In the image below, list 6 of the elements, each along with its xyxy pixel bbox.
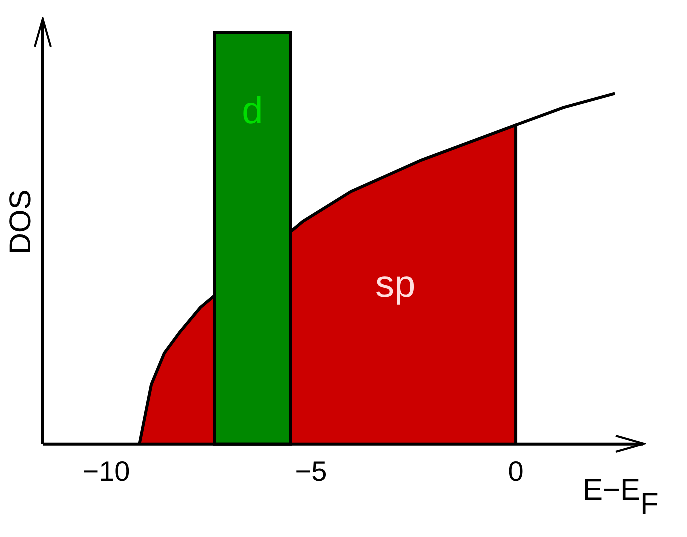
series-label: sp [376,264,416,306]
x-tick-label: −5 [295,456,328,487]
band-label: d [242,90,264,132]
y-axis-title: DOS [4,190,38,255]
x-tick-label: 0 [508,456,524,487]
x-tick-label: −10 [82,456,130,487]
